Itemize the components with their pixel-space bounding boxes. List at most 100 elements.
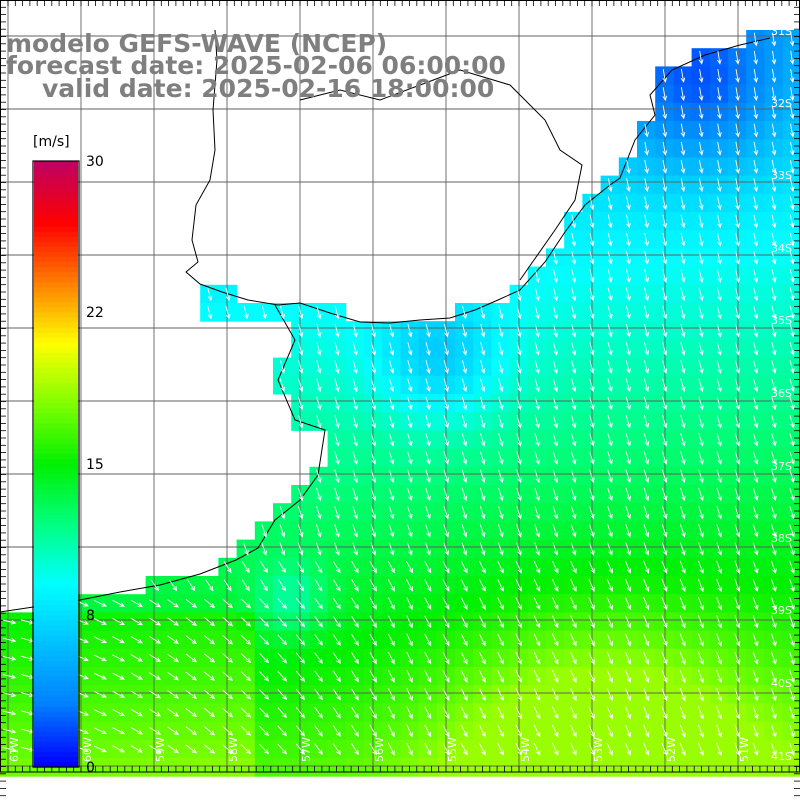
colorbar-segment <box>34 751 78 758</box>
wind-vectors <box>2 32 795 757</box>
wind-arrow <box>498 487 504 502</box>
colorbar-segment <box>34 211 78 218</box>
colorbar-segment <box>34 393 78 399</box>
wind-arrow <box>480 305 486 320</box>
wind-arrow <box>570 433 577 447</box>
wind-arrow <box>515 633 522 647</box>
wind-arrow <box>351 706 359 719</box>
wind-arrow <box>662 141 668 156</box>
wind-arrow <box>716 597 723 611</box>
wind-arrow <box>351 743 359 756</box>
wind-arrow <box>94 745 107 753</box>
wind-arrow <box>661 469 668 484</box>
colorbar-segment <box>34 514 78 521</box>
wind-arrow <box>387 633 395 647</box>
wind-arrow <box>425 487 431 502</box>
wind-arrow <box>130 672 143 680</box>
wind-arrow <box>316 378 322 393</box>
wind-arrow <box>425 542 431 556</box>
wind-arrow <box>369 688 377 701</box>
wind-arrow <box>478 724 486 738</box>
colorbar-segment <box>34 246 78 253</box>
wind-arrow <box>442 706 450 720</box>
wind-arrow <box>588 615 595 629</box>
wind-arrow <box>533 597 541 611</box>
wind-arrow <box>167 708 180 717</box>
wind-arrow <box>112 727 126 735</box>
wind-arrow <box>498 305 504 320</box>
wind-arrow <box>662 105 668 120</box>
wind-arrow <box>334 342 340 356</box>
wind-arrow <box>425 451 431 465</box>
wind-arrow <box>334 505 340 520</box>
wind-arrow <box>334 524 340 538</box>
wind-arrow <box>607 396 613 411</box>
wind-arrow <box>698 414 704 429</box>
wind-arrow <box>770 706 777 720</box>
wind-arrow <box>425 505 431 520</box>
wind-arrow <box>387 560 395 574</box>
wind-arrow <box>698 196 704 211</box>
field-cell <box>782 430 800 450</box>
wind-arrow <box>516 524 522 538</box>
wind-arrow <box>478 706 486 720</box>
wind-arrow <box>316 396 322 411</box>
wind-arrow <box>480 342 486 356</box>
wind-arrow <box>680 378 686 393</box>
wind-arrow <box>644 141 649 156</box>
wind-arrow <box>625 414 631 429</box>
wind-arrow <box>679 742 686 756</box>
wind-arrow <box>753 251 759 265</box>
wind-arrow <box>351 615 359 628</box>
wind-arrow <box>771 305 777 320</box>
field-cell <box>200 758 219 777</box>
wind-arrow <box>643 451 650 465</box>
wind-arrow <box>680 214 686 229</box>
field-cell <box>782 721 800 741</box>
wind-arrow <box>352 433 358 447</box>
wind-arrow <box>332 597 341 610</box>
wind-arrow <box>94 691 107 698</box>
wind-arrow <box>716 360 722 375</box>
wind-arrow <box>753 360 759 375</box>
wind-arrow <box>606 669 613 684</box>
colorbar-segment <box>34 226 78 233</box>
wind-arrow <box>680 396 686 411</box>
wind-arrow <box>662 360 668 375</box>
wind-arrow <box>717 105 722 120</box>
wind-arrow <box>679 578 686 593</box>
wind-arrow <box>680 269 686 284</box>
wind-arrow <box>625 469 631 484</box>
wind-arrow <box>570 524 577 538</box>
wind-arrow <box>697 615 704 629</box>
wind-arrow <box>279 360 286 375</box>
colorbar-segment <box>34 585 78 591</box>
colorbar-segment <box>34 565 78 571</box>
wind-arrow <box>167 599 180 608</box>
wind-arrow <box>315 524 322 538</box>
wind-arrow <box>607 378 613 393</box>
wind-arrow <box>607 451 613 465</box>
wind-arrow <box>498 378 504 393</box>
wind-arrow <box>735 232 741 247</box>
wind-arrow <box>497 615 504 629</box>
wind-arrow <box>588 706 595 720</box>
wind-arrow <box>789 196 795 211</box>
wind-arrow <box>625 542 631 556</box>
wind-arrow <box>679 706 686 720</box>
wind-arrow <box>298 378 304 393</box>
colorbar-segment <box>34 438 78 445</box>
wind-arrow <box>716 560 723 574</box>
wind-arrow <box>752 688 759 702</box>
wind-arrow <box>607 178 613 193</box>
wind-arrow <box>716 378 722 393</box>
wind-arrow <box>406 688 413 702</box>
wind-arrow <box>625 396 631 411</box>
wind-arrow <box>551 706 559 720</box>
lon-label: 60W <box>81 737 94 762</box>
field-cell <box>782 375 800 395</box>
wind-arrow <box>460 688 468 702</box>
wind-arrow <box>771 469 777 484</box>
wind-arrow <box>697 597 704 611</box>
wind-speed-field <box>0 30 800 777</box>
